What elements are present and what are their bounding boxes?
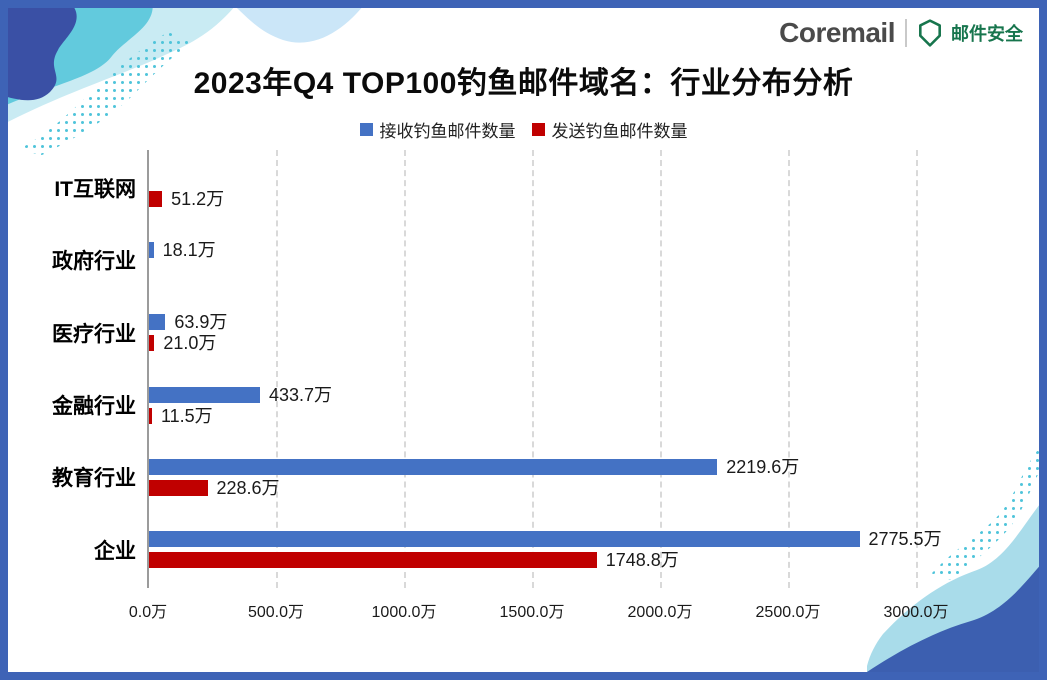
top-left-wave-decoration	[0, 0, 368, 155]
gridline	[788, 150, 790, 588]
bar-received	[149, 386, 261, 403]
value-label: 21.0万	[163, 333, 217, 354]
value-label: 51.2万	[171, 188, 225, 209]
y-axis-line	[147, 150, 149, 588]
category-label: 教育行业	[52, 467, 136, 491]
x-axis-label: 3000.0万	[883, 604, 949, 621]
category-label: 金融行业	[52, 395, 136, 419]
legend-swatch-icon	[359, 123, 373, 136]
bar-sent	[149, 190, 163, 207]
value-label: 18.1万	[162, 240, 216, 260]
x-axis-label: 1000.0万	[371, 604, 437, 621]
gridline	[404, 150, 406, 588]
category-label: 政府行业	[52, 250, 136, 274]
legend-label: 接收钓鱼邮件数量	[379, 122, 516, 141]
brand-logo: Coremail 邮件安全	[779, 17, 1023, 49]
value-label: 63.9万	[174, 312, 228, 333]
bar-received	[149, 531, 860, 548]
bottom-right-wave-decoration	[867, 440, 1047, 680]
chart-title: 2023年Q4 TOP100钓鱼邮件域名：行业分布分析	[193, 67, 854, 100]
coremail-wordmark: Coremail	[779, 17, 895, 48]
gridline	[532, 150, 534, 588]
category-label: IT互联网	[54, 178, 136, 202]
category-label: 企业	[94, 539, 136, 563]
legend-item: 接收钓鱼邮件数量	[359, 117, 516, 142]
logo-divider	[905, 19, 907, 47]
shield-icon	[919, 19, 941, 47]
x-axis-label: 2500.0万	[755, 604, 821, 621]
bar-received	[149, 242, 154, 258]
bar-received	[149, 314, 166, 331]
gridline	[916, 150, 918, 588]
value-label: 2775.5万	[868, 529, 942, 550]
legend-label: 发送钓鱼邮件数量	[551, 122, 688, 141]
bar-received	[149, 459, 718, 475]
bar-sent	[149, 552, 597, 569]
chart-legend: 接收钓鱼邮件数量 发送钓鱼邮件数量	[0, 117, 1047, 142]
bar-sent	[149, 335, 155, 352]
legend-item: 发送钓鱼邮件数量	[531, 117, 688, 142]
bar-sent	[149, 480, 208, 496]
value-label: 11.5万	[160, 405, 213, 426]
value-label: 433.7万	[269, 384, 333, 405]
x-axis-label: 1500.0万	[499, 604, 565, 621]
value-label: 1748.8万	[605, 550, 679, 571]
gridline	[660, 150, 662, 588]
category-label: 医疗行业	[52, 322, 136, 346]
x-axis-label: 0.0万	[128, 604, 168, 621]
x-axis-label: 2000.0万	[627, 604, 693, 621]
value-label: 228.6万	[216, 478, 280, 498]
bar-sent	[149, 407, 152, 424]
x-axis-label: 500.0万	[247, 604, 305, 621]
product-name: 邮件安全	[951, 24, 1023, 44]
gridline	[276, 150, 278, 588]
value-label: 2219.6万	[726, 457, 800, 477]
legend-swatch-icon	[531, 123, 545, 136]
